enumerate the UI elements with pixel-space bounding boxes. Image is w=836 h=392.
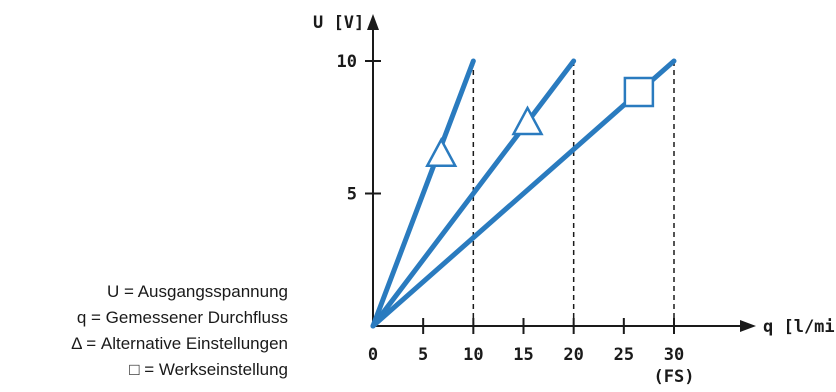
dashed-guides (472, 61, 675, 326)
legend-item: □ = Werkseinstellung (129, 360, 288, 379)
legend: U = Ausgangsspannung q = Gemessener Durc… (71, 282, 288, 379)
series-markers (425, 76, 655, 167)
x-tick-label: 20 (563, 345, 583, 365)
x-tick-label: 5 (418, 345, 428, 365)
x-tick-label: 25 (614, 345, 634, 365)
legend-item: U = Ausgangsspannung (107, 282, 288, 301)
triangle-marker (511, 105, 544, 136)
y-axis-label: U [V] (313, 13, 364, 33)
x-axis-arrow (740, 320, 756, 332)
x-axis-label: q [l/min] (763, 317, 836, 337)
x-tick-label: 15 (513, 345, 533, 365)
x-tick-label: 0 (368, 345, 378, 365)
y-tick-label: 5 (347, 185, 357, 205)
series-line-2 (370, 58, 577, 329)
x-tick-sublabel: (FS) (654, 367, 695, 387)
triangle-marker (425, 137, 458, 167)
square-marker (623, 76, 655, 108)
y-tick-label: 10 (337, 52, 357, 72)
series-line-1 (370, 58, 476, 329)
legend-item: Δ = Alternative Einstellungen (71, 334, 288, 353)
legend-item: q = Gemessener Durchfluss (77, 308, 288, 327)
x-tick-label: 10 (463, 345, 483, 365)
y-axis-arrow (367, 14, 379, 30)
x-tick-label: 30 (664, 345, 684, 365)
ticks: 0 5 10 15 20 25 30(FS) 5 10 (337, 52, 695, 387)
